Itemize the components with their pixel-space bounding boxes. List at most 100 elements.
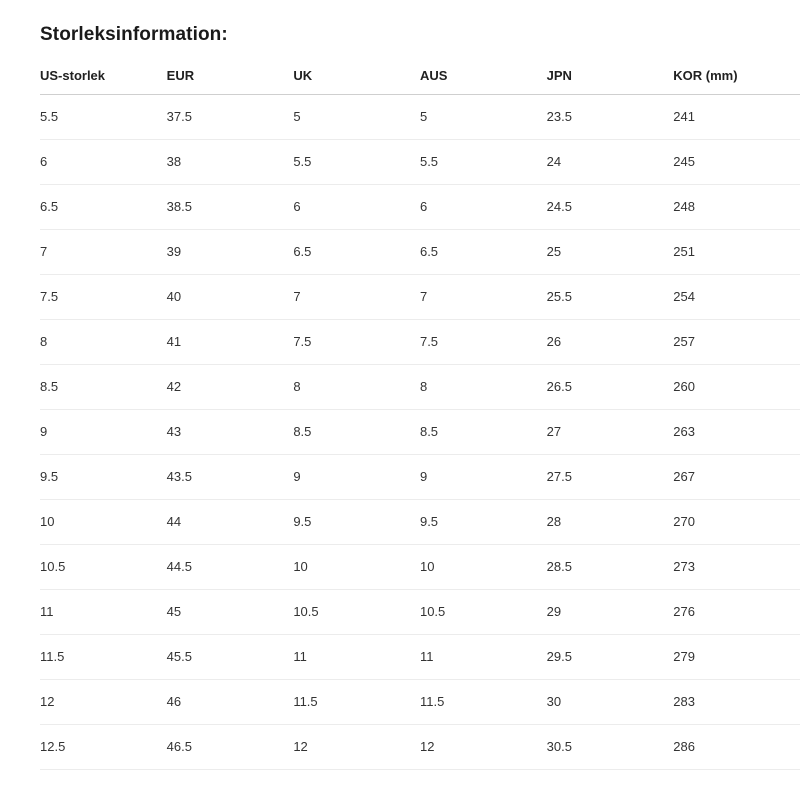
- table-cell: 11: [419, 634, 547, 680]
- table-cell: 9.5: [419, 499, 547, 545]
- table-cell: 26: [546, 319, 674, 365]
- table-cell: 6.5: [419, 229, 547, 275]
- table-cell: 24.5: [546, 184, 674, 230]
- table-row: 9 43 8.5 8.5 27 263: [40, 409, 800, 455]
- table-cell: 241: [673, 94, 800, 140]
- table-cell: 43: [166, 409, 294, 455]
- table-cell: 10: [40, 499, 167, 545]
- table-cell: 44.5: [166, 544, 294, 590]
- table-cell: 42: [166, 364, 294, 410]
- table-cell: 5: [419, 94, 547, 140]
- table-cell: 12.5: [40, 724, 167, 770]
- table-cell: 254: [673, 274, 800, 320]
- table-cell: 25: [546, 229, 674, 275]
- table-cell: 10: [293, 544, 420, 590]
- table-cell: 248: [673, 184, 800, 230]
- table-cell: 9: [293, 454, 420, 500]
- table-cell: 7.5: [419, 319, 547, 365]
- table-cell: 8: [293, 364, 420, 410]
- table-cell: 38.5: [166, 184, 294, 230]
- table-cell: 11.5: [40, 634, 167, 680]
- table-row: 6.5 38.5 6 6 24.5 248: [40, 184, 800, 230]
- table-cell: 7.5: [40, 274, 167, 320]
- table-cell: 251: [673, 229, 800, 275]
- size-conversion-table: US-storlek EUR UK AUS JPN KOR (mm) 5.5 37…: [40, 58, 800, 770]
- column-header-us: US-storlek: [40, 58, 167, 95]
- table-cell: 245: [673, 139, 800, 185]
- table-cell: 6: [40, 139, 167, 185]
- table-cell: 12: [293, 724, 420, 770]
- table-cell: 6: [293, 184, 420, 230]
- table-cell: 12: [419, 724, 547, 770]
- table-cell: 6.5: [40, 184, 167, 230]
- size-table-body: 5.5 37.5 5 5 23.5 241 6 38 5.5 5.5 24 245 6.5 38.5 6 6 2…: [40, 94, 800, 770]
- table-cell: 257: [673, 319, 800, 365]
- table-cell: 273: [673, 544, 800, 590]
- table-cell: 12: [40, 679, 167, 725]
- table-cell: 260: [673, 364, 800, 410]
- table-cell: 38: [166, 139, 294, 185]
- table-row: 10.5 44.5 10 10 28.5 273: [40, 544, 800, 590]
- table-row: 11 45 10.5 10.5 29 276: [40, 589, 800, 635]
- table-cell: 286: [673, 724, 800, 770]
- table-cell: 39: [166, 229, 294, 275]
- table-cell: 24: [546, 139, 674, 185]
- table-cell: 37.5: [166, 94, 294, 140]
- table-cell: 7: [293, 274, 420, 320]
- table-cell: 10.5: [293, 589, 420, 635]
- table-cell: 8.5: [40, 364, 167, 410]
- table-row: 8 41 7.5 7.5 26 257: [40, 319, 800, 365]
- table-cell: 23.5: [546, 94, 674, 140]
- table-cell: 5: [293, 94, 420, 140]
- table-cell: 41: [166, 319, 294, 365]
- table-cell: 5.5: [40, 94, 167, 140]
- table-row: 11.5 45.5 11 11 29.5 279: [40, 634, 800, 680]
- table-row: 12.5 46.5 12 12 30.5 286: [40, 724, 800, 770]
- table-cell: 8: [419, 364, 547, 410]
- table-cell: 9.5: [40, 454, 167, 500]
- table-cell: 5.5: [419, 139, 547, 185]
- table-cell: 45.5: [166, 634, 294, 680]
- table-cell: 8.5: [419, 409, 547, 455]
- table-cell: 270: [673, 499, 800, 545]
- table-cell: 25.5: [546, 274, 674, 320]
- table-row: 7 39 6.5 6.5 25 251: [40, 229, 800, 275]
- column-header-eur: EUR: [166, 58, 294, 95]
- table-row: 8.5 42 8 8 26.5 260: [40, 364, 800, 410]
- table-cell: 43.5: [166, 454, 294, 500]
- table-cell: 11: [293, 634, 420, 680]
- table-cell: 11: [40, 589, 167, 635]
- table-cell: 28.5: [546, 544, 674, 590]
- table-cell: 7: [419, 274, 547, 320]
- table-cell: 6.5: [293, 229, 420, 275]
- table-cell: 27.5: [546, 454, 674, 500]
- table-cell: 11.5: [293, 679, 420, 725]
- table-cell: 8.5: [293, 409, 420, 455]
- table-cell: 29.5: [546, 634, 674, 680]
- table-row: 12 46 11.5 11.5 30 283: [40, 679, 800, 725]
- table-row: 5.5 37.5 5 5 23.5 241: [40, 94, 800, 140]
- table-cell: 40: [166, 274, 294, 320]
- table-cell: 26.5: [546, 364, 674, 410]
- column-header-jpn: JPN: [546, 58, 674, 95]
- table-row: 6 38 5.5 5.5 24 245: [40, 139, 800, 185]
- table-cell: 7: [40, 229, 167, 275]
- column-header-kor: KOR (mm): [673, 58, 800, 95]
- column-header-uk: UK: [293, 58, 420, 95]
- table-row: 7.5 40 7 7 25.5 254: [40, 274, 800, 320]
- table-cell: 279: [673, 634, 800, 680]
- table-cell: 11.5: [419, 679, 547, 725]
- table-cell: 45: [166, 589, 294, 635]
- table-cell: 28: [546, 499, 674, 545]
- table-cell: 46.5: [166, 724, 294, 770]
- table-cell: 10: [419, 544, 547, 590]
- column-header-aus: AUS: [419, 58, 547, 95]
- table-cell: 267: [673, 454, 800, 500]
- table-row: 9.5 43.5 9 9 27.5 267: [40, 454, 800, 500]
- table-cell: 10.5: [40, 544, 167, 590]
- table-cell: 9: [40, 409, 167, 455]
- table-cell: 30.5: [546, 724, 674, 770]
- table-row: 10 44 9.5 9.5 28 270: [40, 499, 800, 545]
- table-cell: 6: [419, 184, 547, 230]
- table-cell: 30: [546, 679, 674, 725]
